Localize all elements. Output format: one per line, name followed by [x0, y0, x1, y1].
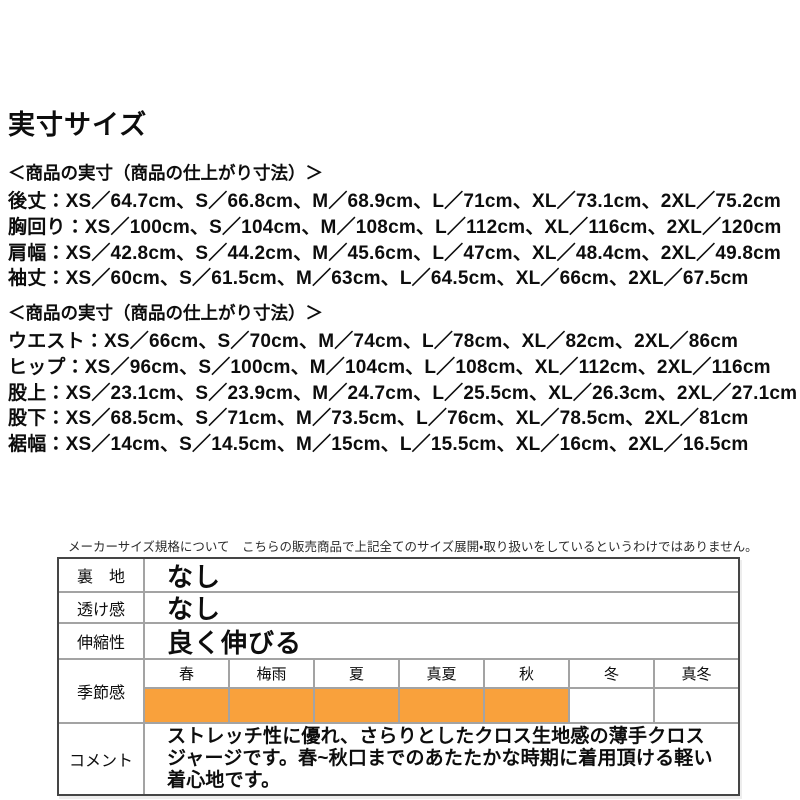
row-label: 裏 地 [59, 559, 145, 591]
page-title: 実寸サイズ [8, 110, 148, 140]
row-value: なし [167, 594, 222, 624]
season-name-rainy: 梅雨 [230, 660, 315, 687]
season-fill-midwinter [655, 689, 738, 722]
size-line-back-length: 後丈：XS／64.7cm、S／66.8cm、M／68.9cm、L／71cm、XL… [8, 191, 781, 212]
section-heading: ＜商品の実寸（商品の仕上がり寸法）＞ [8, 163, 323, 183]
season-fill-rainy [230, 689, 315, 722]
season-name-winter: 冬 [570, 660, 655, 687]
table-row-comment: コメント ストレッチ性に優れ、さらりとしたクロス生地感の薄手クロス ジャージです… [59, 722, 738, 795]
season-names-row: 春 梅雨 夏 真夏 秋 冬 真冬 [145, 660, 738, 687]
season-name-summer: 夏 [315, 660, 400, 687]
row-label: 季節感 [59, 660, 145, 722]
size-line-sleeve: 袖丈：XS／60cm、S／61.5cm、M／63cm、L／64.5cm、XL／6… [8, 268, 749, 290]
size-line-inseam: 股下：XS／68.5cm、S／71cm、M／73.5cm、L／76cm、XL／7… [8, 408, 749, 430]
size-line-shoulder: 肩幅：XS／42.8cm、S／44.2cm、M／45.6cm、L／47cm、XL… [8, 242, 781, 264]
season-name-spring: 春 [145, 660, 230, 687]
size-line-chest: 胸回り：XS／100cm、S／104cm、M／108cm、L／112cm、XL／… [8, 216, 782, 238]
season-fill-midsummer [400, 689, 485, 722]
row-value: 良く伸びる [167, 627, 303, 658]
row-value: なし [167, 561, 222, 592]
row-label: 透け感 [59, 593, 145, 622]
top-measurements-section: ＜商品の実寸（商品の仕上がり寸法）＞ 後丈：XS／64.7cm、S／66.8cm… [8, 162, 781, 292]
season-name-midwinter: 真冬 [681, 666, 712, 683]
season-fill-autumn [485, 689, 570, 722]
season-fills-row [145, 687, 738, 722]
comment-text: ストレッチ性に優れ、さらりとしたクロス生地感の薄手クロス ジャージです。春~秋口… [167, 726, 713, 791]
season-grid: 春 梅雨 夏 真夏 秋 冬 真冬 [145, 660, 738, 722]
row-label: コメント [59, 724, 145, 795]
season-fill-summer [315, 689, 400, 722]
row-label: 伸縮性 [59, 624, 145, 658]
season-name-autumn: 秋 [485, 660, 570, 687]
table-row-lining: 裏 地 なし [59, 559, 738, 592]
size-line-rise: 股上：XS／23.1cm、S／23.9cm、M／24.7cm、L／25.5cm、… [8, 382, 798, 404]
size-line-hip: ヒップ：XS／96cm、S／100cm、M／104cm、L／108cm、XL／1… [8, 356, 771, 378]
spec-table: 裏 地 なし 透け感 なし 伸縮性 良く伸びる 季節感 春 梅雨 夏 真夏 秋 … [57, 557, 740, 797]
manufacturer-size-note: メーカーサイズ規格について こちらの販売商品で上記全てのサイズ展開・取り扱いをし… [68, 540, 758, 554]
season-fill-winter [570, 689, 655, 722]
table-row-season: 季節感 春 梅雨 夏 真夏 秋 冬 真冬 [59, 658, 738, 722]
bottom-measurements-section: ＜商品の実寸（商品の仕上がり寸法）＞ ウエスト：XS／66cm、S／70cm、M… [8, 302, 797, 458]
table-row-sheerness: 透け感 なし [59, 591, 738, 624]
season-fill-spring [145, 689, 230, 722]
size-line-hem-width: 裾幅：XS／14cm、S／14.5cm、M／15cm、L／15.5cm、XL／1… [8, 434, 749, 456]
table-row-stretch: 伸縮性 良く伸びる [59, 622, 738, 658]
section-heading: ＜商品の実寸（商品の仕上がり寸法）＞ [8, 303, 323, 323]
size-line-waist: ウエスト：XS／66cm、S／70cm、M／74cm、L／78cm、XL／82c… [8, 331, 739, 352]
season-name-midsummer: 真夏 [400, 660, 485, 687]
